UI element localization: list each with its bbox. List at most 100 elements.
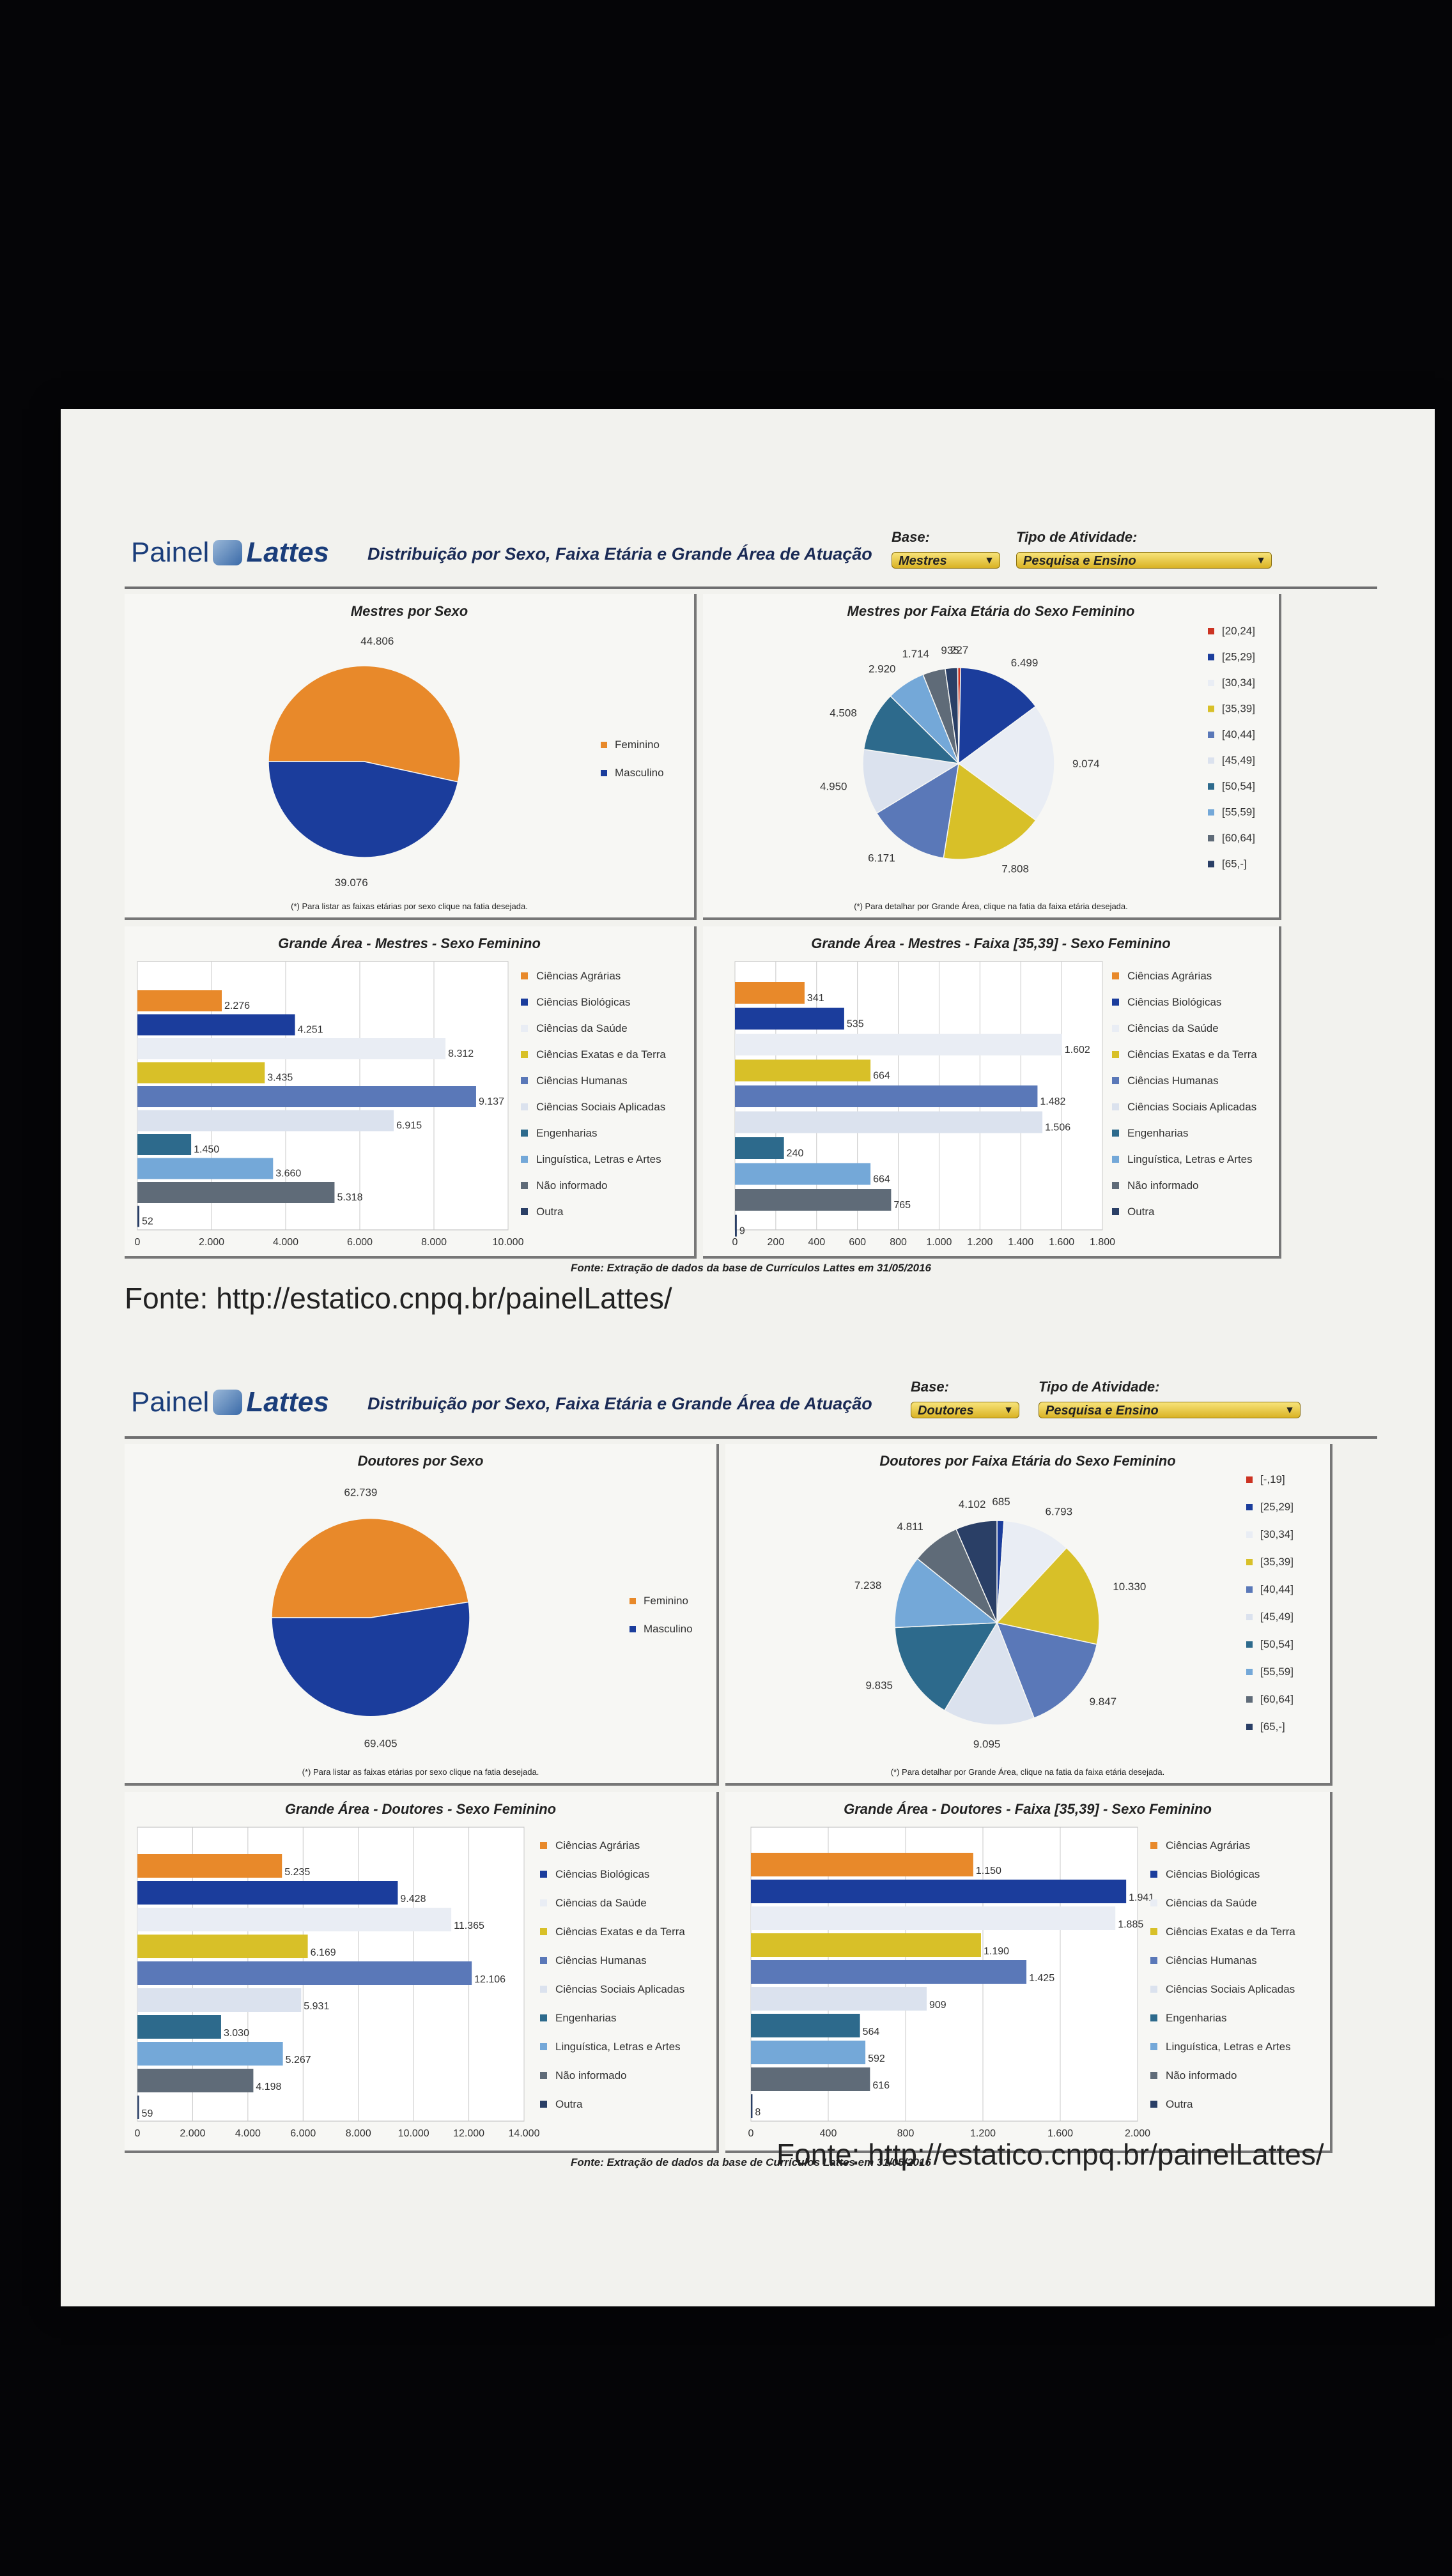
pie-slice[interactable] bbox=[271, 1517, 469, 1618]
bar[interactable] bbox=[751, 1880, 1127, 1903]
bar[interactable] bbox=[137, 2096, 139, 2119]
data-label: 4.198 bbox=[256, 2082, 281, 2092]
bar[interactable] bbox=[137, 1854, 282, 1878]
bar[interactable] bbox=[735, 1189, 892, 1211]
legend-entry: Ciências Agrárias bbox=[1166, 1839, 1250, 1851]
pie-slice[interactable] bbox=[894, 1558, 999, 1629]
pie-slice[interactable] bbox=[996, 1547, 1100, 1645]
legend-swatch bbox=[629, 1598, 636, 1604]
bar[interactable] bbox=[137, 1086, 476, 1107]
base-select[interactable]: Doutores ▼ bbox=[911, 1402, 1019, 1418]
pie-slice[interactable] bbox=[996, 1520, 1067, 1625]
bar[interactable] bbox=[137, 1935, 308, 1958]
bar[interactable] bbox=[751, 1987, 927, 2011]
bar[interactable] bbox=[137, 1988, 302, 2012]
bar[interactable] bbox=[751, 2014, 860, 2037]
bar[interactable] bbox=[137, 1182, 335, 1203]
base-select[interactable]: Mestres ▼ bbox=[892, 552, 1000, 569]
legend-swatch bbox=[1246, 1669, 1253, 1675]
legend-entry: Engenharias bbox=[555, 2012, 616, 2024]
bar[interactable] bbox=[137, 1961, 472, 1985]
bar[interactable] bbox=[137, 1014, 295, 1036]
chart-doutores-faixa[interactable]: 685 6.793 10.330 9.847 9.095 9.835 7.238 4.811 4… bbox=[725, 1444, 1332, 1786]
pie-slice[interactable] bbox=[943, 762, 1037, 860]
bar[interactable] bbox=[735, 1059, 871, 1082]
chart-doutores-area-faixa[interactable]: 0 400 800 1.200 1.600 2.000 1.150 1.941 1.885 1.1… bbox=[725, 1792, 1332, 2153]
legend-entry: [30,34] bbox=[1260, 1528, 1294, 1540]
legend-entry: Ciências Agrárias bbox=[536, 970, 621, 982]
legend-entry: Linguística, Letras e Artes bbox=[1166, 2041, 1291, 2053]
x-tick-label: 1.800 bbox=[1090, 1237, 1115, 1248]
bar[interactable] bbox=[137, 2069, 254, 2092]
legend-swatch bbox=[1112, 1182, 1119, 1189]
legend-entry: Masculino bbox=[615, 767, 664, 779]
bar[interactable] bbox=[735, 1008, 844, 1030]
chart-mestres-sexo[interactable]: 44.806 39.076 Feminino Masculino bbox=[125, 594, 697, 920]
bar[interactable] bbox=[735, 1111, 1043, 1133]
bar[interactable] bbox=[751, 2067, 870, 2091]
pie-slice[interactable] bbox=[955, 1520, 998, 1623]
bar[interactable] bbox=[735, 1215, 737, 1237]
data-label: 1.714 bbox=[902, 648, 929, 660]
pie-slice[interactable] bbox=[894, 1622, 998, 1712]
bar[interactable] bbox=[751, 1933, 981, 1957]
pie-slice[interactable] bbox=[957, 705, 1055, 822]
legend-entry: Linguística, Letras e Artes bbox=[536, 1153, 661, 1165]
bar[interactable] bbox=[751, 1906, 1116, 1930]
bar[interactable] bbox=[137, 2042, 283, 2066]
bar[interactable] bbox=[735, 1163, 871, 1185]
chevron-down-icon: ▼ bbox=[1256, 555, 1266, 566]
tipo-select[interactable]: Pesquisa e Ensino ▼ bbox=[1016, 552, 1272, 569]
bar[interactable] bbox=[137, 1206, 140, 1227]
data-label: 9 bbox=[739, 1226, 745, 1237]
bar[interactable] bbox=[735, 1137, 784, 1159]
panel-area-faixa: Grande Área - Doutores - Faixa [35,39] -… bbox=[725, 1792, 1332, 2153]
data-label: 7.238 bbox=[854, 1579, 882, 1591]
bar[interactable] bbox=[735, 1034, 1062, 1055]
bar[interactable] bbox=[751, 2094, 753, 2118]
x-tick-label: 8.000 bbox=[346, 2128, 371, 2139]
legend-entry: Ciências Humanas bbox=[555, 1954, 647, 1966]
tipo-select[interactable]: Pesquisa e Ensino ▼ bbox=[1039, 1402, 1301, 1418]
pie-slice[interactable] bbox=[863, 695, 961, 765]
pie-slice[interactable] bbox=[862, 749, 961, 814]
pie-slice[interactable] bbox=[268, 665, 461, 783]
chart-doutores-area[interactable]: 0 2.000 4.000 6.000 8.000 10.000 12.000 14.000 5… bbox=[125, 1792, 719, 2153]
bar[interactable] bbox=[137, 1908, 452, 1931]
fonte-link[interactable]: Fonte: http://estatico.cnpq.br/painelLat… bbox=[125, 1282, 672, 1315]
pie-slice[interactable] bbox=[996, 1621, 1098, 1719]
pie-slice[interactable] bbox=[876, 762, 959, 859]
data-label: 9.074 bbox=[1072, 758, 1100, 770]
bar[interactable] bbox=[137, 1881, 398, 1905]
bar[interactable] bbox=[751, 1853, 973, 1876]
bar[interactable] bbox=[751, 2041, 866, 2064]
pie-slice[interactable] bbox=[271, 1601, 470, 1717]
data-label: 592 bbox=[868, 2053, 885, 2064]
bar[interactable] bbox=[137, 1110, 394, 1131]
legend-swatch bbox=[1208, 705, 1214, 712]
chart-doutores-sexo[interactable]: 62.739 69.405 Feminino Masculino bbox=[125, 1444, 719, 1786]
header-rule bbox=[125, 586, 1377, 589]
bar[interactable] bbox=[137, 990, 222, 1011]
chart-mestres-faixa[interactable]: 227 6.499 9.074 7.808 6.171 4.950 4.508 2.920 1.… bbox=[703, 594, 1281, 920]
bar[interactable] bbox=[137, 1062, 265, 1084]
chart-mestres-area[interactable]: 0 2.000 4.000 6.000 8.000 10.000 2.276 4.251 8.3… bbox=[125, 926, 697, 1259]
chart-mestres-area-faixa[interactable]: 0 200 400 600 800 1.000 1.200 1.400 1.600 1.800 34… bbox=[703, 926, 1281, 1259]
x-tick-label: 1.200 bbox=[967, 1237, 992, 1248]
pie-slice[interactable] bbox=[958, 667, 1037, 765]
bar[interactable] bbox=[735, 982, 805, 1004]
data-label: 3.030 bbox=[224, 2028, 249, 2039]
legend-swatch bbox=[1150, 1928, 1157, 1935]
pie-slice[interactable] bbox=[943, 1621, 1035, 1726]
legend-entry: Ciências da Saúde bbox=[536, 1022, 628, 1034]
painel-lattes-logo: Painel Lattes bbox=[131, 1386, 329, 1418]
bar[interactable] bbox=[735, 1085, 1038, 1107]
fonte-link[interactable]: Fonte: http://estatico.cnpq.br/painelLat… bbox=[776, 2138, 1324, 2171]
bar[interactable] bbox=[137, 1158, 274, 1179]
bar[interactable] bbox=[137, 1038, 446, 1059]
bar[interactable] bbox=[137, 2015, 221, 2039]
bar[interactable] bbox=[751, 1960, 1027, 1984]
pie-slice[interactable] bbox=[945, 667, 959, 764]
bar[interactable] bbox=[137, 1134, 192, 1155]
pie-slice[interactable] bbox=[268, 761, 459, 858]
